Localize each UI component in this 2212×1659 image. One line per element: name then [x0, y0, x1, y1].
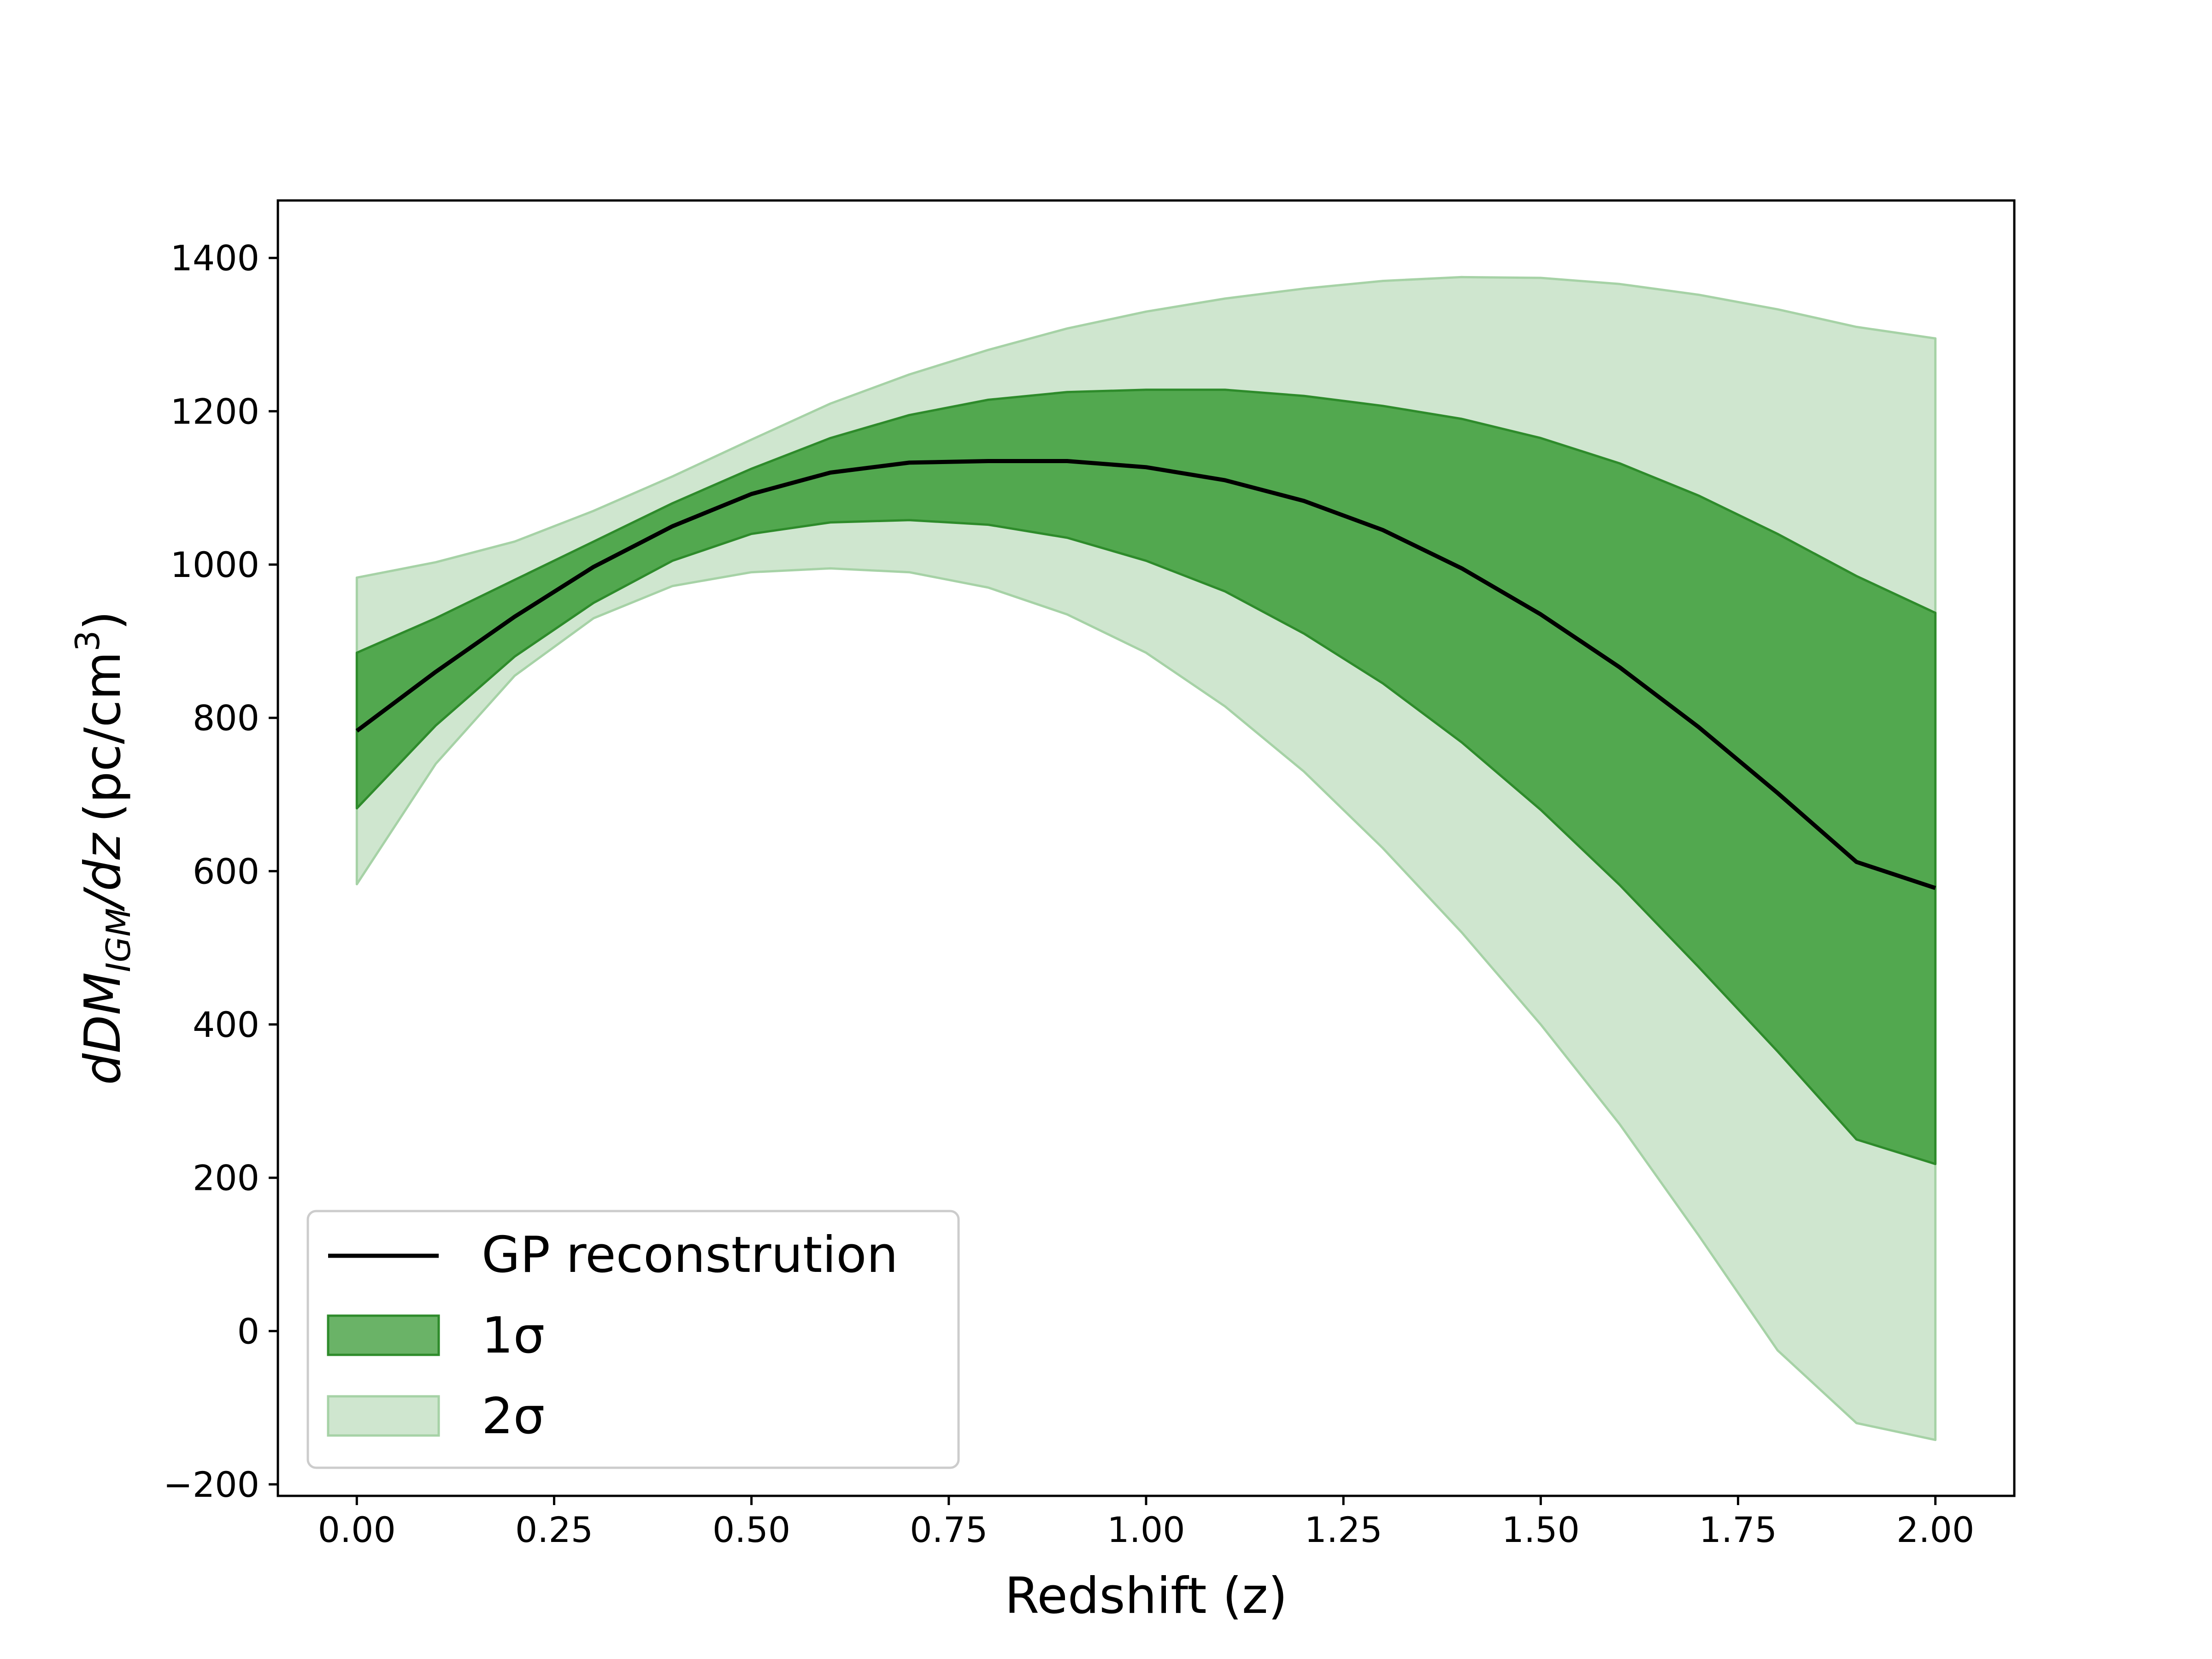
legend-box	[306, 1210, 960, 1469]
y-label-superscript: 3	[68, 630, 107, 652]
legend-label-2sigma: 2σ	[482, 1388, 545, 1445]
y-label-close: )	[74, 611, 132, 630]
y-tick-label: 1400	[171, 238, 259, 279]
x-axis: 0.00 0.25 0.50 0.75 1.00 1.25 1.50 1.75 2.00	[318, 1496, 1974, 1550]
x-tick-label: 0.00	[318, 1509, 396, 1550]
gp-reconstruction-line	[355, 459, 1936, 890]
y-tick-label: 800	[193, 698, 259, 739]
x-tick-label: 1.25	[1305, 1509, 1382, 1550]
y-label-main: dDM	[74, 972, 132, 1085]
x-tick-label: 0.75	[910, 1509, 988, 1550]
y-tick-label: 1200	[171, 391, 259, 432]
y-axis-label: dDMIGM/dz (pc/cm3)	[68, 611, 138, 1085]
legend-label-gp: GP reconstrution	[482, 1226, 898, 1284]
y-label-unit: (pc/cm	[74, 652, 132, 823]
y-label-slash: /dz	[74, 832, 132, 912]
y-label-subscript: IGM	[99, 908, 138, 972]
plot-area	[355, 276, 1937, 1441]
x-tick-label: 0.50	[712, 1509, 790, 1550]
y-tick-label: 1000	[171, 544, 259, 585]
y-tick-label: −200	[163, 1464, 259, 1505]
y-tick-label: 600	[193, 851, 259, 892]
x-tick-label: 1.75	[1699, 1509, 1777, 1550]
x-tick-label: 1.50	[1502, 1509, 1580, 1550]
y-tick-label: 400	[193, 1004, 259, 1045]
legend-1sigma-swatch	[327, 1314, 440, 1356]
x-tick-label: 0.25	[515, 1509, 593, 1550]
y-tick-label: 200	[193, 1158, 259, 1199]
legend: GP reconstrution 1σ 2σ	[306, 1210, 960, 1469]
x-axis-label: Redshift (z)	[1005, 1567, 1288, 1625]
legend-2sigma-swatch	[327, 1395, 440, 1437]
y-tick-label: 0	[237, 1311, 259, 1352]
band-1sigma	[355, 388, 1937, 1165]
legend-label-1sigma: 1σ	[482, 1307, 545, 1365]
x-tick-label: 2.00	[1896, 1509, 1974, 1550]
y-axis: −200 0 200 400 600 800 1000 1200 1400	[163, 238, 278, 1505]
x-tick-label: 1.00	[1107, 1509, 1185, 1550]
